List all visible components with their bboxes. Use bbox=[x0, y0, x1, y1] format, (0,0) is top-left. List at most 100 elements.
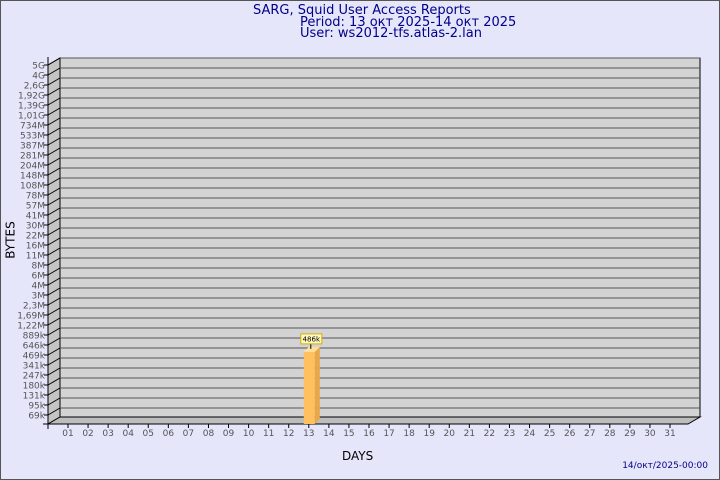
x-tick-label: 11 bbox=[263, 429, 274, 439]
y-tick-diagonal bbox=[47, 147, 61, 156]
y-tick-label: 281M bbox=[20, 152, 45, 162]
y-tick-diagonal bbox=[47, 337, 61, 346]
report-title: SARG, Squid User Access Reports bbox=[253, 3, 471, 18]
x-tick-label: 08 bbox=[203, 429, 215, 439]
y-tick-diagonal bbox=[47, 367, 61, 376]
y-tick-label: 5G bbox=[32, 62, 45, 72]
y-tick-diagonal bbox=[47, 297, 61, 306]
x-tick-label: 20 bbox=[444, 429, 456, 439]
y-tick-label: 1,69M bbox=[17, 312, 45, 322]
y-tick-diagonal bbox=[47, 317, 61, 326]
y-tick-diagonal bbox=[47, 117, 61, 126]
y-tick-label: 131k bbox=[23, 392, 46, 402]
y-tick-label: 8M bbox=[32, 262, 46, 272]
y-tick-diagonal bbox=[47, 67, 61, 76]
x-tick-label: 06 bbox=[163, 429, 175, 439]
y-tick-label: 6M bbox=[32, 272, 46, 282]
bar-day-13 bbox=[303, 351, 315, 424]
y-tick-diagonal bbox=[47, 357, 61, 366]
y-tick-diagonal bbox=[47, 397, 61, 406]
y-tick-label: 95k bbox=[28, 402, 45, 412]
report-period: Period: 13 окт 2025-14 окт 2025 bbox=[300, 15, 517, 30]
y-tick-label: 11M bbox=[26, 252, 45, 262]
y-tick-label: 22M bbox=[26, 232, 45, 242]
y-tick-label: 646k bbox=[23, 342, 46, 352]
y-tick-label: 1,92G bbox=[18, 92, 45, 102]
y-tick-label: 148M bbox=[20, 172, 45, 182]
x-tick-label: 22 bbox=[484, 429, 495, 439]
y-tick-diagonal bbox=[47, 167, 61, 176]
y-tick-label: 30M bbox=[26, 222, 45, 232]
y-tick-diagonal bbox=[47, 237, 61, 246]
y-tick-diagonal bbox=[47, 377, 61, 386]
x-tick-label: 15 bbox=[343, 429, 354, 439]
x-tick-label: 24 bbox=[524, 429, 536, 439]
y-tick-diagonal bbox=[47, 77, 61, 86]
x-tick-label: 13 bbox=[303, 429, 314, 439]
y-tick-diagonal bbox=[47, 327, 61, 336]
y-tick-label: 41M bbox=[26, 212, 45, 222]
y-tick-diagonal bbox=[47, 267, 61, 276]
y-tick-diagonal bbox=[47, 187, 61, 196]
y-tick-label: 2,3M bbox=[23, 302, 45, 312]
x-tick-label: 28 bbox=[604, 429, 616, 439]
x-tick-label: 23 bbox=[504, 429, 515, 439]
y-tick-diagonal bbox=[47, 407, 61, 416]
x-tick-label: 16 bbox=[363, 429, 375, 439]
y-tick-label: 734M bbox=[20, 122, 45, 132]
y-tick-diagonal bbox=[47, 57, 61, 66]
x-tick-label: 14 bbox=[323, 429, 335, 439]
x-tick-label: 02 bbox=[82, 429, 93, 439]
y-tick-label: 4M bbox=[32, 282, 46, 292]
y-tick-diagonal bbox=[47, 157, 61, 166]
y-tick-label: 889k bbox=[23, 332, 46, 342]
y-tick-label: 2,6G bbox=[24, 82, 45, 92]
x-tick-label: 25 bbox=[544, 429, 555, 439]
y-tick-label: 180k bbox=[23, 382, 46, 392]
x-tick-label: 12 bbox=[283, 429, 294, 439]
x-tick-label: 04 bbox=[122, 429, 134, 439]
x-tick-label: 29 bbox=[624, 429, 636, 439]
x-tick-label: 10 bbox=[243, 429, 255, 439]
y-tick-label: 57M bbox=[26, 202, 45, 212]
y-tick-diagonal bbox=[47, 387, 61, 396]
y-tick-label: 341k bbox=[23, 362, 46, 372]
y-tick-diagonal bbox=[47, 197, 61, 206]
y-tick-diagonal bbox=[47, 347, 61, 356]
y-tick-diagonal bbox=[47, 107, 61, 116]
y-tick-label: 78M bbox=[26, 192, 45, 202]
y-tick-label: 387M bbox=[20, 142, 45, 152]
y-tick-diagonal bbox=[47, 307, 61, 316]
x-tick-label: 21 bbox=[464, 429, 475, 439]
y-tick-diagonal bbox=[47, 247, 61, 256]
x-tick-label: 17 bbox=[383, 429, 394, 439]
y-tick-diagonal bbox=[47, 227, 61, 236]
y-tick-diagonal bbox=[47, 257, 61, 266]
y-tick-diagonal bbox=[47, 207, 61, 216]
y-tick-label: 1,01G bbox=[18, 112, 45, 122]
x-tick-label: 26 bbox=[564, 429, 576, 439]
y-tick-diagonal bbox=[47, 177, 61, 186]
x-tick-label: 31 bbox=[664, 429, 675, 439]
x-tick-label: 09 bbox=[223, 429, 235, 439]
data-label-box bbox=[300, 333, 323, 345]
y-tick-label: 204M bbox=[20, 162, 45, 172]
report-user: User: ws2012-tfs.atlas-2.lan bbox=[300, 26, 482, 41]
x-tick-label: 19 bbox=[423, 429, 435, 439]
x-tick-label: 30 bbox=[644, 429, 656, 439]
y-tick-label: 108M bbox=[20, 182, 45, 192]
y-tick-diagonal bbox=[47, 127, 61, 136]
bar-side-13 bbox=[314, 346, 320, 424]
y-tick-diagonal bbox=[47, 287, 61, 296]
plot-floor bbox=[46, 416, 702, 425]
y-tick-label: 1,22M bbox=[17, 322, 45, 332]
x-tick-label: 07 bbox=[183, 429, 194, 439]
y-tick-label: 69k bbox=[28, 412, 45, 422]
data-label: 486k bbox=[303, 335, 321, 343]
x-tick-label: 27 bbox=[584, 429, 595, 439]
y-tick-label: 16M bbox=[26, 242, 45, 252]
y-tick-label: 247k bbox=[23, 372, 46, 382]
y-tick-label: 533M bbox=[20, 132, 45, 142]
y-tick-label: 4G bbox=[32, 72, 45, 82]
